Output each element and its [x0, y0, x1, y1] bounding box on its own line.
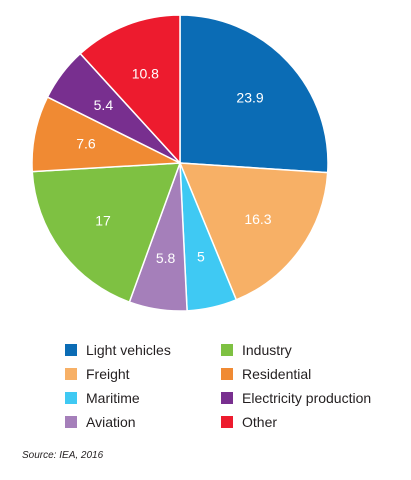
legend-label: Industry: [242, 341, 292, 358]
data-label-freight: 16.3: [244, 211, 271, 227]
legend-item-freight: Freight: [65, 364, 221, 383]
legend-swatch: [65, 391, 77, 404]
pie-chart: 23.9 16.3 5 5.8 17 7.6 5.4 10.8: [31, 14, 329, 312]
legend-item-maritime: Maritime: [65, 388, 221, 407]
pie-slice-industry: [31, 162, 182, 304]
legend-label: Aviation: [86, 413, 136, 430]
data-label-maritime: 5: [197, 249, 205, 265]
data-label-electricity-production: 5.4: [94, 97, 114, 113]
legend-label: Residential: [242, 365, 312, 382]
legend-label: Maritime: [86, 389, 140, 406]
pie-slice-light-vehicles: [179, 14, 329, 174]
legend-item-light-vehicles: Light vehicles: [65, 340, 221, 359]
pie-slices: [31, 14, 329, 312]
data-label-other: 10.8: [132, 65, 159, 81]
legend-item-industry: Industry: [221, 340, 411, 359]
data-label-aviation: 5.8: [156, 250, 176, 266]
source-note: Source: IEA, 2016: [22, 450, 104, 461]
data-label-light-vehicles: 23.9: [236, 89, 263, 105]
legend-item-other: Other: [221, 412, 411, 431]
legend-label: Light vehicles: [86, 341, 171, 358]
data-label-industry: 17: [95, 212, 111, 228]
pie-data-labels: 23.9 16.3 5 5.8 17 7.6 5.4 10.8: [76, 65, 272, 265]
legend-swatch: [65, 415, 77, 428]
legend-label: Other: [242, 413, 278, 430]
legend-swatch: [65, 343, 77, 356]
legend-item-residential: Residential: [221, 364, 411, 383]
pie-slice-freight: [178, 162, 329, 301]
legend-label: Freight: [86, 365, 130, 382]
legend: Light vehicles Industry Freight Resident…: [65, 340, 411, 431]
legend-swatch: [221, 415, 233, 428]
legend-item-electricity-production: Electricity production: [221, 388, 411, 407]
legend-swatch: [65, 367, 77, 380]
legend-swatch: [221, 391, 233, 404]
legend-item-aviation: Aviation: [65, 412, 221, 431]
legend-label: Electricity production: [242, 389, 372, 406]
legend-swatch: [221, 343, 233, 356]
pie-slice-other: [79, 14, 181, 165]
legend-swatch: [221, 367, 233, 380]
data-label-residential: 7.6: [76, 136, 96, 152]
